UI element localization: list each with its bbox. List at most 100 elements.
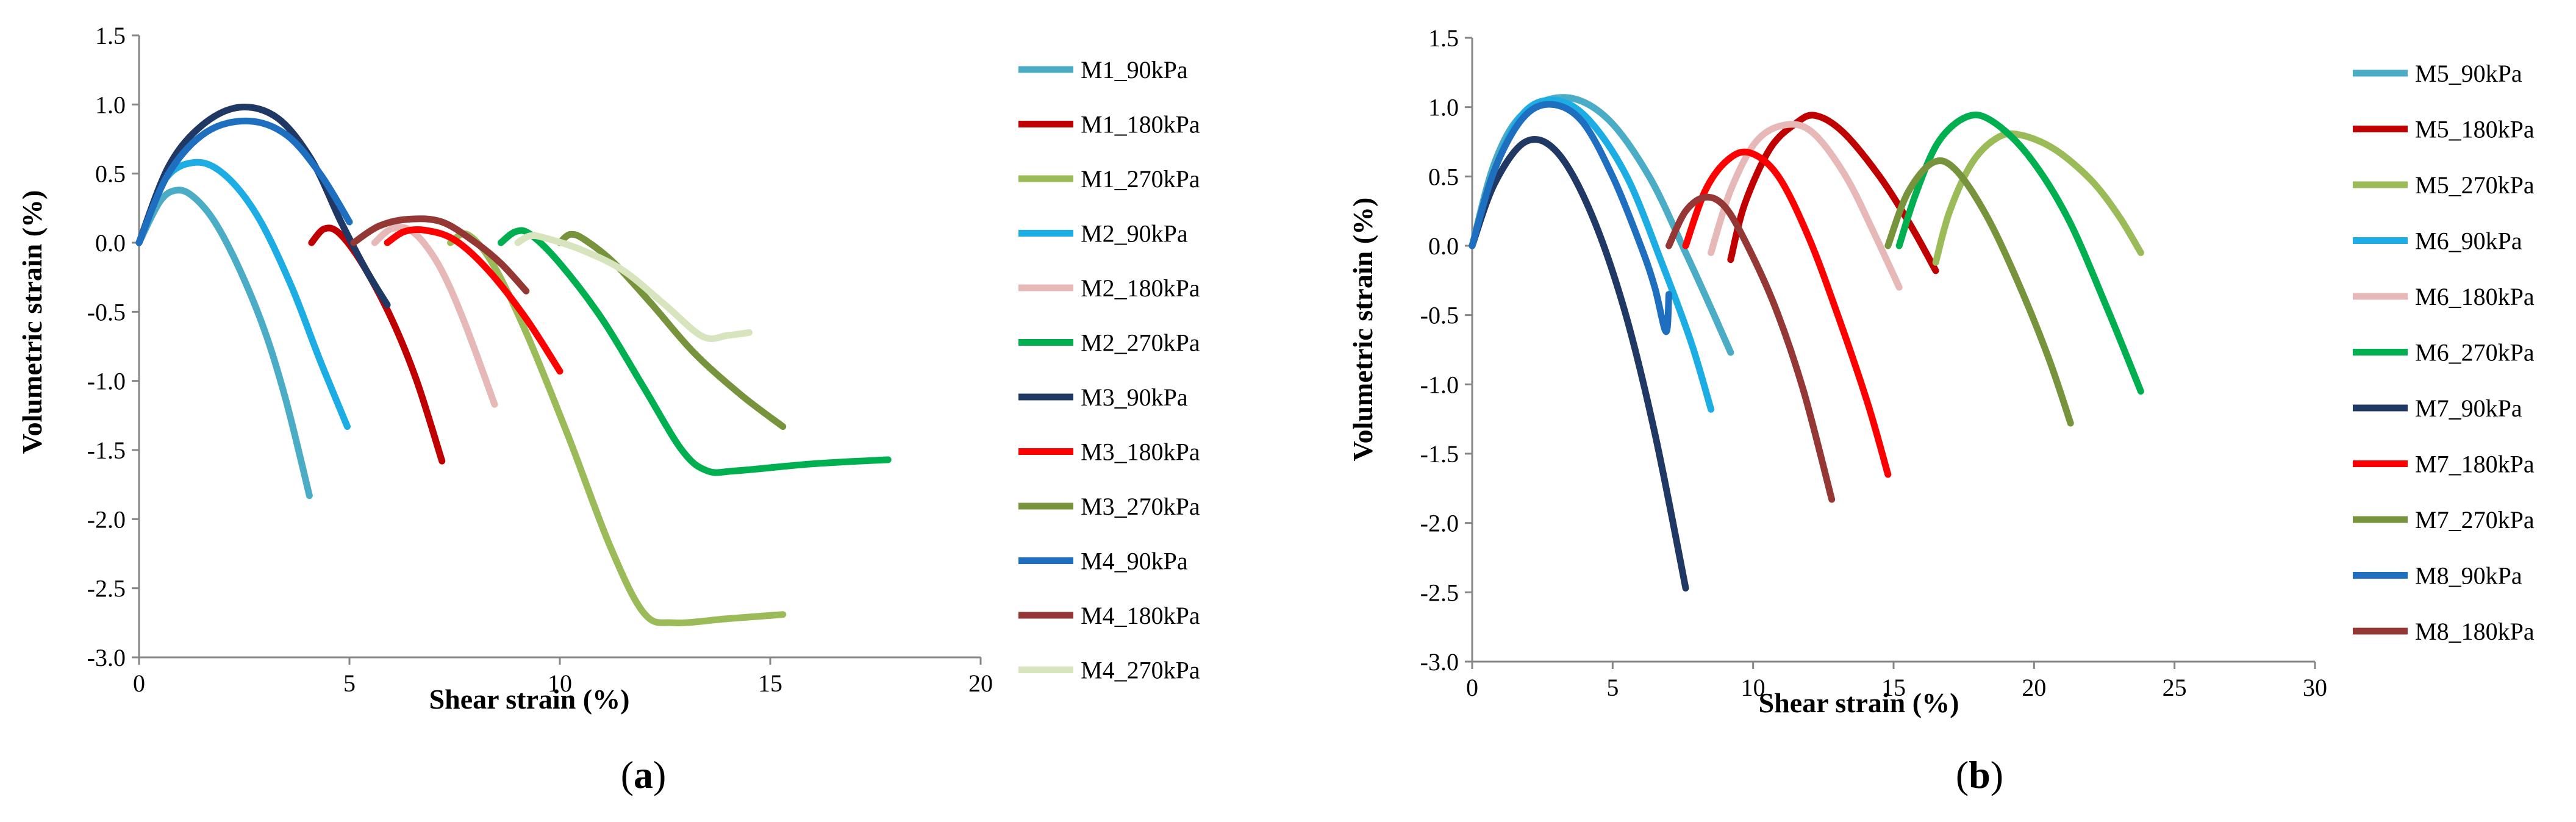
- legend-label: M4_180kPa: [1081, 602, 1200, 629]
- legend-entry: M1_90kPa: [1018, 56, 1188, 84]
- y-tick-label: -1.5: [87, 437, 126, 464]
- legend-entry: M4_270kPa: [1018, 657, 1200, 684]
- legend-entry: M4_90kPa: [1018, 548, 1188, 575]
- legend-label: M7_270kPa: [2415, 506, 2535, 534]
- legend-label: M8_180kPa: [2415, 618, 2535, 645]
- x-tick-label: 5: [1606, 674, 1619, 701]
- y-tick-label: 1.5: [95, 22, 126, 49]
- chart-panel-b: 1.5 1.0 0.5 0.0 -0.5 -1.0 -1.5 -2.0 -2.5 -3.0 0 5 10…: [1347, 24, 2535, 796]
- tick-labels-a: 1.5 1.0 0.5 0.0 -0.5 -1.0 -1.5 -2.0 -2.5 -3.0 0 5 10…: [87, 22, 993, 697]
- panel-label-a: (a): [621, 753, 667, 796]
- series-line-m3-180kpa: [384, 226, 564, 375]
- legend-entry: M8_90kPa: [2353, 562, 2522, 590]
- legend-entry: M4_180kPa: [1018, 602, 1200, 629]
- x-tick-label: 20: [2022, 674, 2046, 701]
- legend-label: M3_180kPa: [1081, 438, 1200, 466]
- series-line-m7-270kpa: [1884, 157, 2074, 427]
- legend-entry: M1_180kPa: [1018, 111, 1200, 138]
- legend-entry: M2_270kPa: [1018, 329, 1200, 357]
- legend-entry: M3_90kPa: [1018, 384, 1188, 411]
- y-axis-label-a: Volumetric strain (%): [16, 190, 48, 454]
- legend-entry: M5_180kPa: [2353, 116, 2535, 143]
- series-line-m4-90kpa: [135, 117, 353, 246]
- legend-label: M2_90kPa: [1081, 220, 1188, 248]
- x-tick-label: 15: [1881, 674, 1906, 701]
- y-tick-label: -3.0: [87, 644, 126, 671]
- series-line-m4-270kpa: [514, 232, 753, 342]
- legend-entry: M1_270kPa: [1018, 165, 1200, 193]
- y-tick-label: -2.0: [1420, 510, 1459, 537]
- legend-entry: M3_180kPa: [1018, 438, 1200, 466]
- y-tick-label: -0.5: [1420, 302, 1459, 329]
- legend-entry: M6_180kPa: [2353, 283, 2535, 310]
- legend-entry: M5_270kPa: [2353, 171, 2535, 199]
- y-tick-label: 0.0: [95, 229, 126, 257]
- legend-label: M3_270kPa: [1081, 493, 1200, 520]
- legend-entry: M7_270kPa: [2353, 506, 2535, 534]
- y-tick-label: -2.5: [87, 575, 126, 602]
- y-tick-label: -2.0: [87, 506, 126, 533]
- x-tick-label: 15: [758, 670, 782, 697]
- x-tick-label: 30: [2303, 674, 2327, 701]
- legend-label: M7_180kPa: [2415, 451, 2535, 478]
- legend-entry: M7_180kPa: [2353, 451, 2535, 478]
- series-line-m1-270kpa: [447, 230, 787, 627]
- legend-entry: M2_90kPa: [1018, 220, 1188, 248]
- chart-panel-a: 1.5 1.0 0.5 0.0 -0.5 -1.0 -1.5 -2.0 -2.5 -3.0 0 5 10…: [16, 22, 1200, 796]
- y-tick-label: -3.0: [1420, 648, 1459, 676]
- x-tick-label: 25: [2163, 674, 2187, 701]
- legend-label: M6_180kPa: [2415, 283, 2535, 310]
- y-tick-label: 0.5: [1428, 163, 1459, 190]
- legend-label: M6_90kPa: [2415, 227, 2522, 255]
- y-tick-label: -2.5: [1420, 579, 1459, 606]
- y-axis-label-b: Volumetric strain (%): [1347, 198, 1378, 462]
- legend-entry: M2_180kPa: [1018, 274, 1200, 302]
- legend-label: M8_90kPa: [2415, 562, 2522, 590]
- x-axis-label-b: Shear strain (%): [1759, 687, 1959, 718]
- series-line-m5-180kpa: [1727, 112, 1939, 274]
- series-line-m7-90kpa: [1469, 136, 1689, 591]
- y-tick-label: 1.5: [1428, 24, 1459, 52]
- legend-label: M5_90kPa: [2415, 60, 2522, 87]
- series-line-m2-180kpa: [371, 224, 498, 408]
- legend-label: M4_270kPa: [1081, 657, 1200, 684]
- x-axis-label-a: Shear strain (%): [429, 684, 630, 715]
- x-tick-label: 10: [1741, 674, 1766, 701]
- y-tick-label: -0.5: [87, 298, 126, 326]
- legend-entry: M3_270kPa: [1018, 493, 1200, 520]
- series-line-m3-90kpa: [135, 104, 391, 309]
- legend-label: M5_270kPa: [2415, 171, 2535, 199]
- series-line-m6-180kpa: [1708, 121, 1903, 291]
- legend-label: M5_180kPa: [2415, 116, 2535, 143]
- series-line-m8-90kpa: [1469, 101, 1672, 335]
- legend-entry: M6_90kPa: [2353, 227, 2522, 255]
- legend-a: M1_90kPa M1_180kPa M1_270kPa M2_90kPa M2_180…: [1018, 56, 1200, 684]
- y-tick-label: -1.0: [1420, 371, 1459, 398]
- y-tick-label: -1.0: [87, 368, 126, 395]
- y-tick-label: -1.5: [1420, 440, 1459, 468]
- series-layer-b: [1469, 94, 2144, 591]
- series-line-m4-180kpa: [350, 215, 530, 295]
- legend-label: M1_270kPa: [1081, 165, 1200, 193]
- legend-entry: M7_90kPa: [2353, 395, 2522, 422]
- legend-label: M6_270kPa: [2415, 339, 2535, 366]
- series-layer-a: [135, 104, 892, 627]
- legend-label: M4_90kPa: [1081, 548, 1188, 575]
- legend-label: M1_90kPa: [1081, 56, 1188, 84]
- legend-entry: M5_90kPa: [2353, 60, 2522, 87]
- panel-label-b: (b): [1956, 753, 2003, 796]
- series-line-m3-270kpa: [556, 231, 787, 430]
- legend-entry: M6_270kPa: [2353, 339, 2535, 366]
- y-tick-label: 1.0: [95, 91, 126, 118]
- series-line-m1-90kpa: [135, 187, 313, 499]
- legend-label: M2_270kPa: [1081, 329, 1200, 357]
- tick-labels-b: 1.5 1.0 0.5 0.0 -0.5 -1.0 -1.5 -2.0 -2.5 -3.0 0 5 10…: [1420, 24, 2327, 701]
- legend-label: M1_180kPa: [1081, 111, 1200, 138]
- legend-entry: M8_180kPa: [2353, 618, 2535, 645]
- y-tick-label: 1.0: [1428, 94, 1459, 121]
- series-line-m8-180kpa: [1665, 193, 1836, 503]
- legend-label: M2_180kPa: [1081, 274, 1200, 302]
- legend-b: M5_90kPa M5_180kPa M5_270kPa M6_90kPa M6_180…: [2353, 60, 2535, 645]
- x-tick-label: 20: [968, 670, 993, 697]
